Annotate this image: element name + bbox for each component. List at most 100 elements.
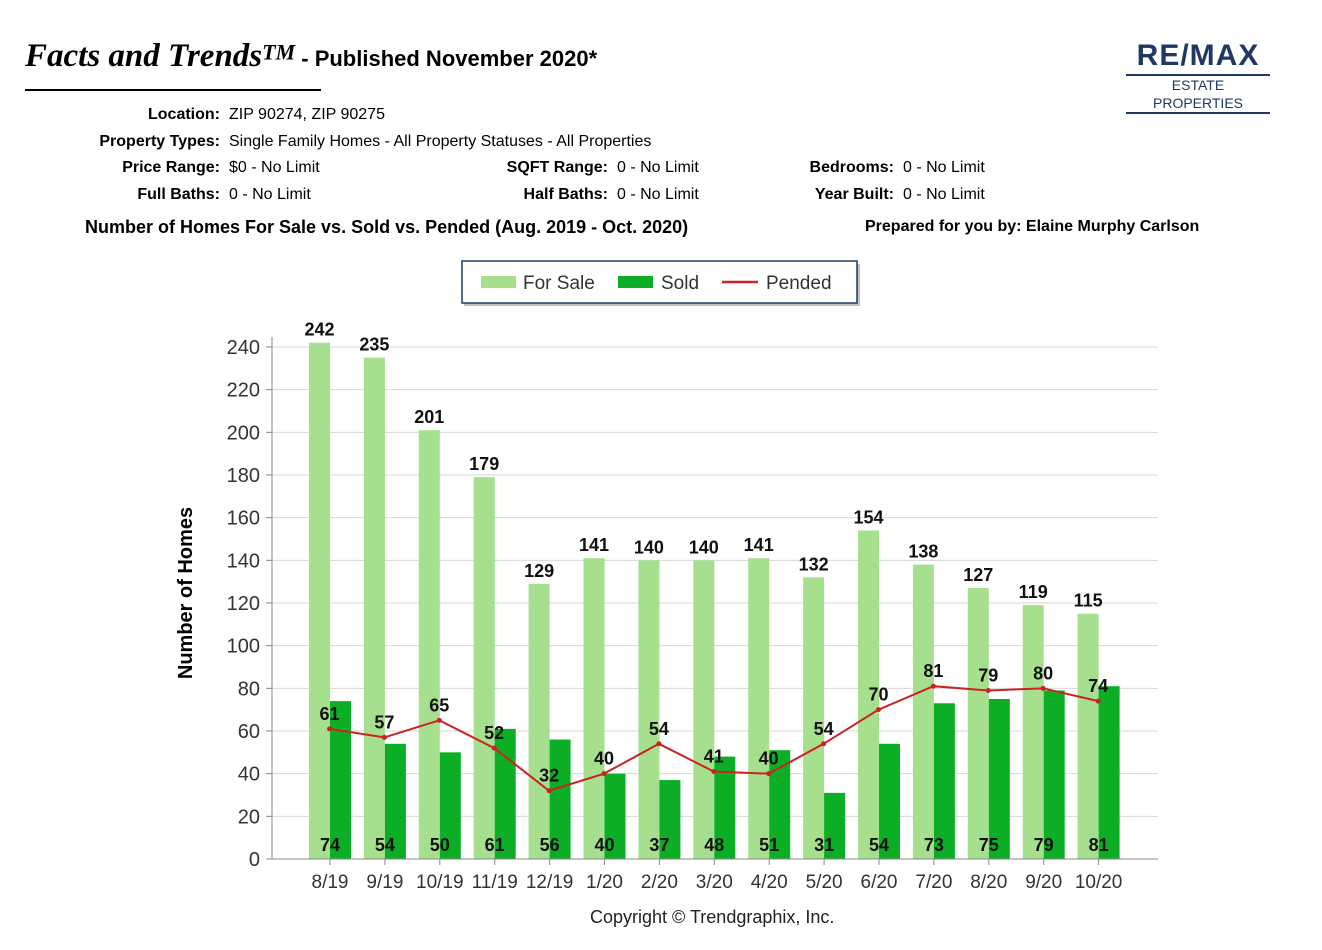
bar-sold <box>879 743 900 859</box>
data-label-sold: 61 <box>485 835 505 855</box>
bar-for-sale <box>638 560 660 859</box>
data-label-sold: 73 <box>924 835 944 855</box>
x-tick-label: 12/19 <box>526 872 574 893</box>
bedrooms-value: 0 - No Limit <box>903 159 985 176</box>
data-label-pended: 41 <box>704 747 724 767</box>
data-label-for-sale: 140 <box>634 537 664 557</box>
x-tick-label: 8/20 <box>970 872 1007 893</box>
full-baths-value: 0 - No Limit <box>229 186 311 203</box>
pended-point <box>1040 685 1046 691</box>
data-label-for-sale: 242 <box>304 320 334 340</box>
bar-sold <box>439 752 461 859</box>
price-range-label: Price Range: <box>122 159 220 176</box>
y-tick-label: 200 <box>227 422 260 444</box>
y-tick-label: 80 <box>238 678 260 700</box>
data-label-pended: 54 <box>814 719 834 739</box>
bar-for-sale <box>418 430 440 859</box>
bar-sold <box>659 780 681 859</box>
data-label-for-sale: 179 <box>469 454 499 474</box>
year-built-label: Year Built: <box>814 186 894 203</box>
property-types-value: Single Family Homes - All Property Statu… <box>229 133 652 150</box>
pended-point <box>546 788 552 794</box>
data-label-pended: 74 <box>1088 676 1108 696</box>
data-label-for-sale: 141 <box>579 535 609 555</box>
title-underline <box>25 89 321 91</box>
data-label-for-sale: 235 <box>359 335 389 355</box>
axis-layer: 0 20 40 60 80 100 120 140 160 180 200 220 240 Number … <box>175 337 1158 893</box>
chart-title: Number of Homes For Sale vs. Sold vs. Pe… <box>85 217 689 237</box>
pended-point <box>876 707 881 713</box>
bar-sold <box>1043 690 1065 859</box>
data-label-sold: 37 <box>649 835 669 855</box>
data-label-sold: 31 <box>814 835 834 855</box>
data-label-sold: 81 <box>1089 835 1109 855</box>
location-label: Location: <box>148 106 220 123</box>
bar-sold <box>1098 686 1120 859</box>
data-labels-layer: 242 74 235 54 201 50 179 61 129 56 141 40 140 37 140 48… <box>304 320 1108 855</box>
bar-for-sale <box>473 477 495 859</box>
data-label-for-sale: 138 <box>908 542 938 562</box>
bar-for-sale <box>583 558 605 859</box>
data-label-pended: 40 <box>594 749 614 769</box>
y-tick-label: 220 <box>227 380 260 402</box>
pended-point <box>601 771 607 777</box>
bar-sold <box>384 743 406 859</box>
pended-point <box>711 769 717 775</box>
data-label-for-sale: 129 <box>524 561 554 581</box>
data-label-pended: 32 <box>539 766 559 786</box>
report-title-trademark: TM <box>262 39 296 65</box>
price-range-value: $0 - No Limit <box>229 159 320 176</box>
bar-sold <box>933 703 955 859</box>
pended-point <box>766 771 772 777</box>
x-tick-label: 7/20 <box>915 872 952 893</box>
bar-sold <box>824 792 846 859</box>
data-label-for-sale: 127 <box>963 565 993 585</box>
data-label-for-sale: 115 <box>1074 591 1103 611</box>
data-label-sold: 54 <box>869 835 889 855</box>
data-label-for-sale: 132 <box>799 554 829 574</box>
y-tick-label: 20 <box>238 806 260 828</box>
y-tick-label: 60 <box>238 721 260 743</box>
data-label-pended: 57 <box>374 712 394 732</box>
data-label-for-sale: 141 <box>744 535 774 555</box>
bar-sold <box>988 699 1010 859</box>
data-label-sold: 54 <box>375 835 395 855</box>
data-label-pended: 80 <box>1033 663 1053 683</box>
sqft-range-label: SQFT Range: <box>506 159 608 176</box>
y-tick-label: 40 <box>238 764 260 786</box>
data-label-sold: 50 <box>430 835 450 855</box>
bar-for-sale <box>803 577 825 859</box>
data-label-sold: 74 <box>320 835 340 855</box>
bar-for-sale <box>309 342 330 859</box>
x-tick-label: 10/20 <box>1075 872 1123 893</box>
legend-label-for-sale: For Sale <box>523 273 595 294</box>
y-tick-label: 180 <box>227 465 260 487</box>
x-tick-label: 5/20 <box>806 872 843 893</box>
x-tick-label: 4/20 <box>751 872 788 893</box>
logo-sub-text: ESTATE PROPERTIES <box>1126 74 1270 114</box>
x-tick-label: 9/20 <box>1025 872 1062 893</box>
data-label-pended: 54 <box>649 719 669 739</box>
pended-line-layer <box>327 683 1101 794</box>
x-tick-label: 1/20 <box>586 872 623 893</box>
data-label-pended: 81 <box>923 661 943 681</box>
data-label-sold: 48 <box>704 835 724 855</box>
property-types-label: Property Types: <box>99 133 220 150</box>
y-tick-label: 100 <box>227 636 260 658</box>
y-tick-label: 160 <box>227 508 260 530</box>
bar-sold <box>714 756 736 859</box>
y-axis-label: Number of Homes <box>175 507 197 679</box>
x-tick-label: 3/20 <box>696 872 733 893</box>
bar-for-sale <box>912 564 934 859</box>
full-baths-label: Full Baths: <box>137 186 220 203</box>
legend: For Sale Sold Pended <box>461 260 860 306</box>
bar-for-sale <box>1077 613 1099 859</box>
pended-point <box>327 726 332 732</box>
legend-label-pended: Pended <box>766 273 832 294</box>
x-tick-label: 6/20 <box>861 872 898 893</box>
data-label-pended: 79 <box>978 665 998 685</box>
bar-sold <box>330 701 351 859</box>
data-label-sold: 40 <box>594 835 614 855</box>
x-tick-label: 10/19 <box>416 872 464 893</box>
half-baths-value: 0 - No Limit <box>617 186 699 203</box>
